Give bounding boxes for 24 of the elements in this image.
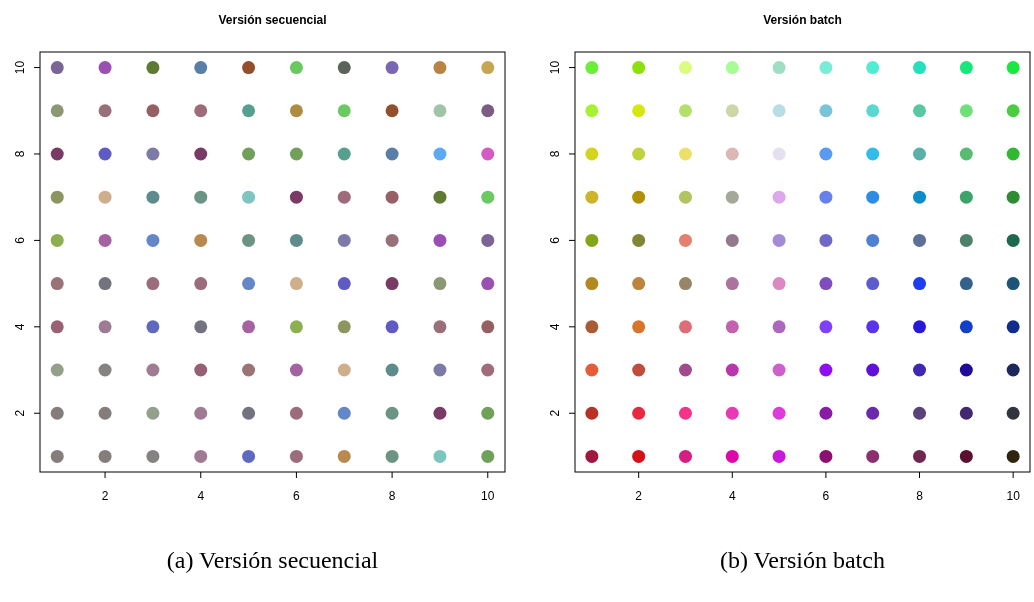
x-tick-label: 8 [388,489,396,503]
x-tick-label: 10 [481,489,495,503]
y-tick-label: 6 [548,236,562,244]
x-tick-label: 4 [197,489,205,503]
x-tick-label: 6 [822,489,830,503]
x-tick-label: 6 [293,489,301,503]
y-tick-label: 10 [548,60,562,75]
y-tick-label: 2 [13,409,27,417]
chart-title: Versión secuencial [218,13,327,27]
y-tick-label: 8 [548,150,562,158]
y-tick-label: 8 [13,150,27,158]
x-tick-label: 2 [635,489,643,503]
y-tick-label: 10 [13,60,27,75]
x-tick-label: 8 [916,489,924,503]
text: (b) Versión batch [720,547,885,573]
x-tick-label: 10 [1006,489,1021,503]
chart-title: Versión batch [763,13,842,27]
y-tick-label: 2 [548,409,562,417]
text: (a) Versión secuencial [166,547,379,573]
y-tick-label: 4 [548,323,562,331]
x-tick-label: 2 [101,489,109,503]
y-tick-label: 4 [13,323,27,331]
y-tick-label: 6 [13,236,27,244]
x-tick-label: 4 [728,489,736,503]
